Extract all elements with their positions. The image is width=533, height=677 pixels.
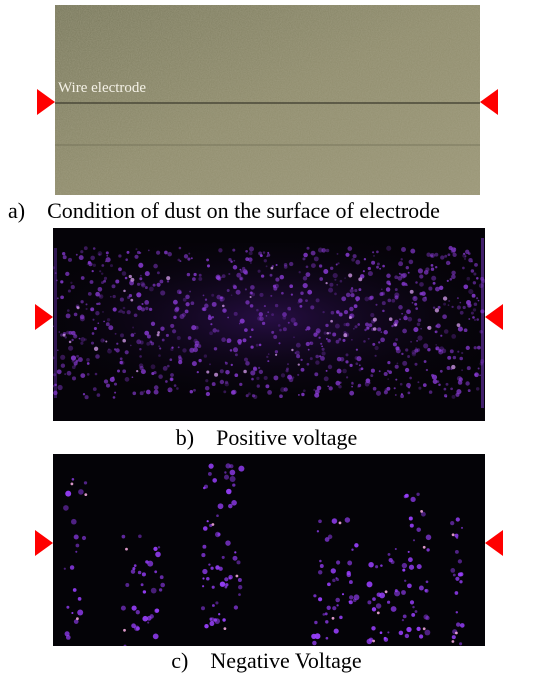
left-marker-c [35, 530, 53, 556]
left-marker-b [35, 304, 53, 330]
caption-c-label: c) [171, 648, 189, 673]
caption-a-label: a) [8, 198, 26, 223]
caption-b-text: Positive voltage [216, 425, 358, 450]
wire-electrode-label: Wire electrode [58, 80, 147, 96]
caption-a-text: Condition of dust on the surface of elec… [47, 198, 440, 223]
caption-b-label: b) [175, 425, 195, 450]
caption-c-text: Negative Voltage [210, 648, 362, 673]
caption-c: c) Negative Voltage [0, 648, 533, 674]
negative-voltage-photo [53, 454, 485, 646]
right-marker-b [485, 304, 503, 330]
right-marker-c [485, 530, 503, 556]
dust-surface-photo [55, 5, 480, 195]
positive-voltage-photo [53, 228, 485, 421]
caption-b: b) Positive voltage [0, 425, 533, 451]
caption-a: a) Condition of dust on the surface of el… [8, 198, 533, 224]
left-marker-a [37, 89, 55, 115]
right-marker-a [480, 89, 498, 115]
